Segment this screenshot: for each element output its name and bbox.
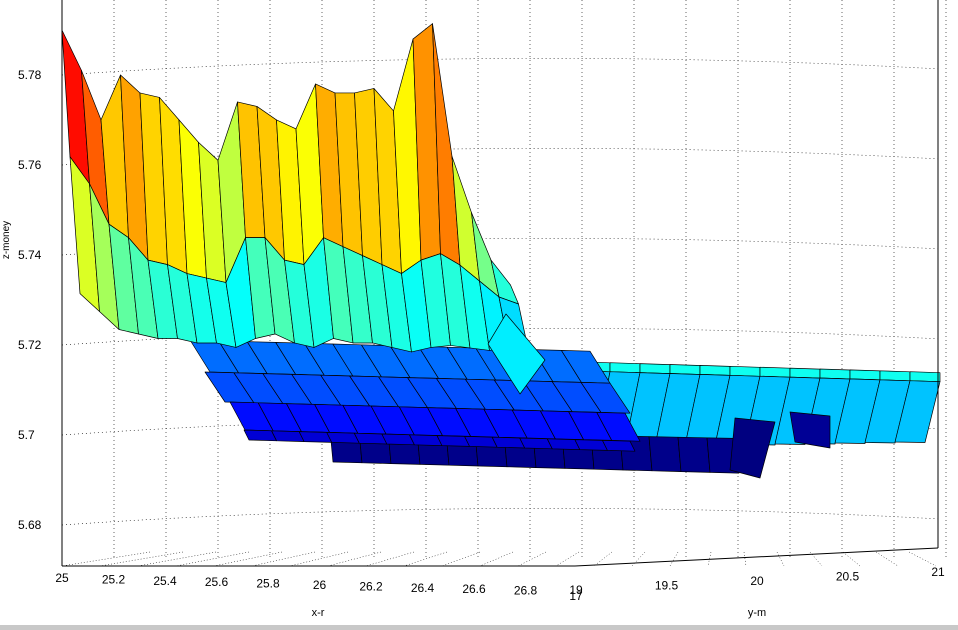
z-tick-label: 5.68 — [18, 518, 42, 532]
plateau-top-facet — [849, 369, 881, 381]
floor-slab-wall — [729, 417, 776, 479]
y-tick-label: 20.5 — [836, 570, 860, 584]
x-tick-label: 25 — [55, 571, 69, 585]
plateau-front-facet — [894, 380, 941, 443]
floor-slab-facet — [677, 436, 711, 473]
y-tick-label-overlap: 17 — [569, 589, 583, 603]
grid-line-floor — [908, 551, 937, 567]
grid-line-floor — [441, 551, 481, 567]
plateau-top-facet — [729, 365, 761, 377]
x-tick-label: 25.6 — [205, 575, 229, 589]
grid-line-floor — [365, 551, 415, 567]
z-tick-label: 5.72 — [18, 338, 42, 352]
z-tick-label: 5.74 — [18, 248, 42, 262]
surface-mesh — [61, 23, 941, 479]
grid-line-floor — [137, 551, 217, 567]
tick-labels: 5.68 5.7 5.72 5.74 5.76 5.78 25 25.2 25.4 25.6 25.… — [18, 68, 945, 603]
z-tick-label: 5.7 — [18, 428, 35, 442]
plateau-top-facet — [759, 366, 791, 378]
x-tick-label: 25.4 — [153, 574, 177, 588]
grid-line-floor — [593, 551, 613, 567]
plateau-top-facet — [609, 362, 641, 374]
y-tick-label: 19.5 — [655, 579, 679, 593]
grid-line-floor — [327, 551, 382, 567]
floor-slab-facet — [648, 436, 682, 472]
plateau-top-facet — [879, 370, 911, 382]
floor-slab-wall — [789, 411, 831, 449]
plateau-top-facet — [789, 367, 821, 379]
shelf-facet — [580, 382, 631, 414]
y-tick-label: 21 — [931, 565, 945, 579]
x-tick-label: 26.8 — [514, 584, 538, 598]
grid-line-floor — [875, 551, 899, 567]
plateau-top-facet — [699, 365, 731, 376]
grid-line-floor — [517, 551, 547, 567]
z-tick-label: 5.76 — [18, 158, 42, 172]
z-tick-label: 5.78 — [18, 68, 42, 82]
x-axis-label: x-r — [312, 607, 325, 619]
x-tick-label: 26.2 — [359, 579, 383, 593]
surface-facet-joint — [487, 313, 546, 395]
grid-line-floor — [631, 551, 646, 567]
x-tick-label: 25.2 — [102, 572, 126, 586]
plateau-top-facet — [909, 371, 941, 383]
shelf-facet — [596, 412, 641, 442]
x-tick-label: 26 — [313, 578, 327, 592]
y-tick-label: 19 — [569, 583, 583, 597]
shelf-facet — [602, 440, 636, 452]
grid-line-floor — [175, 551, 250, 567]
y-axis-label: y-m — [748, 607, 766, 619]
plateau-top-facet — [639, 363, 671, 374]
x-tick-label: 26.4 — [411, 581, 435, 595]
grid-line-floor — [99, 551, 184, 567]
grid-line-floor — [842, 551, 861, 567]
plateau-top-facet — [669, 364, 701, 375]
grid-line-floor — [289, 551, 349, 567]
y-tick-label: 20 — [750, 574, 764, 588]
x-tick-label: 26.6 — [462, 582, 486, 596]
plateau-top-facet — [819, 368, 851, 380]
z-axis-label: z-money — [1, 221, 12, 259]
axes — [61, 0, 939, 567]
x-tick-label: 25.8 — [256, 577, 280, 591]
grid-line-floor — [213, 551, 283, 567]
y-axis-line — [574, 547, 939, 567]
